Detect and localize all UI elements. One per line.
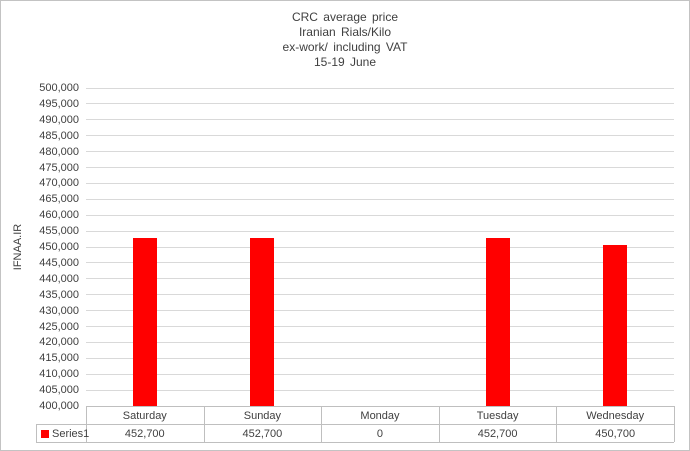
chart-title: CRC average price Iranian Rials/Kilo ex-… bbox=[1, 10, 689, 70]
y-tick-label: 400,000 bbox=[39, 400, 79, 412]
y-tick-label: 495,000 bbox=[39, 97, 79, 110]
gridline bbox=[86, 341, 674, 343]
y-tick-label: 440,000 bbox=[39, 272, 79, 285]
table-value-wednesday: 450,700 bbox=[595, 428, 636, 440]
y-tick-label: 500,000 bbox=[39, 82, 79, 94]
table-value-tuesday: 452,700 bbox=[477, 428, 518, 440]
y-tick-label: 465,000 bbox=[39, 193, 79, 206]
gridline bbox=[86, 357, 674, 359]
table-value-monday: 0 bbox=[376, 428, 384, 440]
y-tick-label: 450,000 bbox=[39, 241, 79, 253]
gridline bbox=[86, 87, 674, 89]
table-column-border bbox=[86, 406, 87, 442]
gridline bbox=[86, 103, 674, 105]
y-tick-label: 445,000 bbox=[39, 256, 79, 269]
table-border-bottom bbox=[36, 442, 674, 443]
gridline bbox=[86, 182, 674, 184]
table-column-border bbox=[438, 406, 440, 442]
table-column-border bbox=[203, 406, 205, 442]
gridline bbox=[86, 119, 674, 121]
table-border-middle bbox=[36, 424, 674, 425]
gridline bbox=[86, 389, 674, 391]
gridline bbox=[86, 246, 674, 248]
gridline bbox=[86, 262, 674, 264]
gridline bbox=[86, 278, 674, 280]
y-tick-label: 490,000 bbox=[39, 113, 79, 126]
chart-title-line-3: ex-work/ including VAT bbox=[282, 40, 408, 54]
bar-wednesday bbox=[603, 244, 628, 406]
y-tick-label: 430,000 bbox=[39, 304, 79, 317]
chart-title-line-4: 15-19 June bbox=[313, 55, 377, 69]
table-category-monday: Monday bbox=[360, 410, 400, 422]
gridline bbox=[86, 167, 674, 168]
gridline bbox=[86, 151, 674, 153]
y-tick-label: 435,000 bbox=[39, 288, 79, 301]
legend-marker-series1 bbox=[41, 430, 49, 438]
gridline bbox=[86, 326, 674, 327]
y-tick-label: 480,000 bbox=[39, 145, 79, 158]
y-tick-label: 410,000 bbox=[39, 368, 79, 381]
y-tick-label: 485,000 bbox=[39, 129, 79, 142]
y-tick-label: 425,000 bbox=[39, 320, 79, 333]
table-column-border bbox=[674, 406, 675, 442]
table-column-border bbox=[556, 406, 558, 442]
y-tick-label: 455,000 bbox=[39, 225, 79, 238]
gridline bbox=[86, 214, 674, 216]
table-category-tuesday: Tuesday bbox=[476, 410, 519, 422]
y-tick-label: 420,000 bbox=[39, 336, 79, 349]
y-tick-label: 405,000 bbox=[39, 384, 79, 397]
table-column-border bbox=[321, 406, 323, 442]
gridline bbox=[86, 294, 674, 296]
bar-saturday bbox=[132, 238, 157, 406]
y-tick-label: 460,000 bbox=[39, 209, 79, 222]
table-value-sunday: 452,700 bbox=[242, 428, 283, 440]
y-tick-label: 470,000 bbox=[39, 177, 79, 190]
gridline bbox=[86, 198, 674, 200]
table-value-saturday: 452,700 bbox=[124, 428, 165, 440]
legend-label-series1: Series1 bbox=[52, 428, 90, 440]
bar-sunday bbox=[250, 238, 275, 406]
bar-tuesday bbox=[485, 238, 510, 406]
y-tick-label: 415,000 bbox=[39, 352, 79, 365]
chart-title-line-2: Iranian Rials/Kilo bbox=[298, 25, 392, 39]
gridline bbox=[86, 135, 674, 137]
gridline bbox=[86, 230, 674, 232]
gridline bbox=[86, 310, 674, 312]
gridline bbox=[86, 373, 674, 375]
table-category-wednesday: Wednesday bbox=[586, 410, 645, 422]
table-border-top bbox=[86, 406, 674, 407]
table-category-sunday: Sunday bbox=[243, 410, 282, 422]
table-border-legend-left bbox=[36, 424, 37, 442]
chart-title-line-1: CRC average price bbox=[291, 10, 399, 24]
y-tick-label: 475,000 bbox=[39, 161, 79, 174]
table-category-saturday: Saturday bbox=[122, 410, 167, 422]
